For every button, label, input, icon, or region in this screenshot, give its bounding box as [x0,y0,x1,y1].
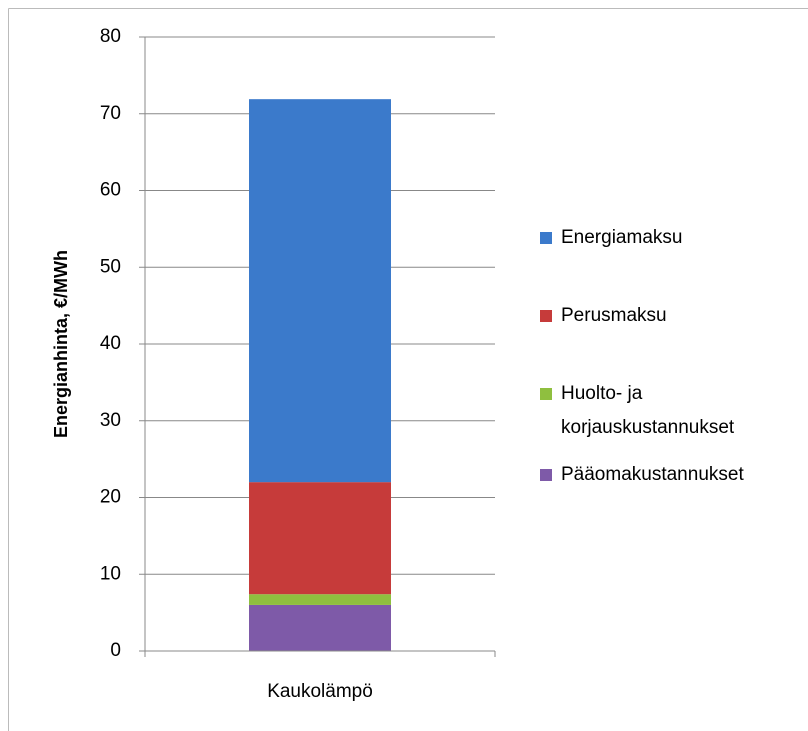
y-tick-label: 40 [100,333,121,354]
y-tick-label: 10 [100,563,121,584]
legend-swatch [540,469,552,481]
bar-segment [249,482,391,595]
y-tick-label: 50 [100,256,121,277]
bar-segment [249,99,391,483]
legend-label: Pääomakustannukset [561,464,744,485]
legend-label: Huolto- ja korjauskustannukset [561,383,735,438]
legend-label: Energiamaksu [561,227,683,248]
legend-swatch [540,232,552,244]
y-tick-label: 20 [100,487,121,508]
legend-item: Pääomakustannukset [540,458,802,492]
legend-item: Huolto- ja korjauskustannukset [540,377,802,445]
legend-item: Energiamaksu [540,221,802,255]
y-axis-title: Energianhinta, €/MWh [51,250,71,438]
y-tick-label: 70 [100,103,121,124]
y-tick-label: 0 [110,640,121,661]
x-tick-label: Kaukolämpö [267,681,373,702]
y-tick-label: 80 [100,26,121,47]
legend-swatch [540,388,552,400]
legend-label: Perusmaksu [561,305,667,326]
y-tick-label: 60 [100,180,121,201]
y-tick-label: 30 [100,410,121,431]
legend-swatch [540,310,552,322]
bar-segment [249,604,391,651]
bar-segment [249,594,391,605]
legend-item: Perusmaksu [540,299,802,333]
